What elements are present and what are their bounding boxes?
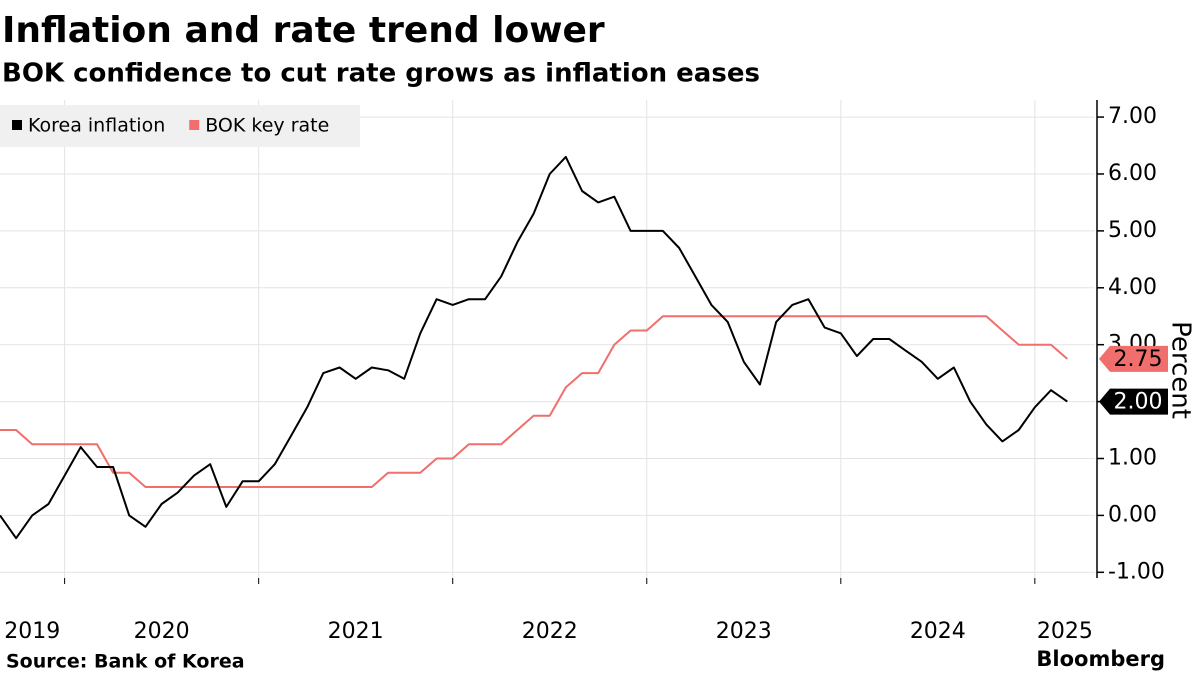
end-tag (1099, 345, 1168, 372)
brand: Bloomberg (1036, 647, 1165, 671)
chart-subtitle: BOK confidence to cut rate grows as infl… (2, 59, 760, 89)
y-tick-label: 0.00 (1108, 502, 1157, 527)
legend-label: Korea inflation (28, 115, 165, 137)
series-line (0, 155, 1068, 540)
y-tick-label: -1.00 (1108, 559, 1165, 584)
legend-background (0, 105, 360, 147)
y-tick-label: 7.00 (1108, 104, 1157, 129)
source: Source: Bank of Korea (6, 651, 245, 673)
end-label: 2.00 (1114, 390, 1163, 415)
y-axis-label: Percent (1166, 321, 1196, 419)
legend-swatch (12, 120, 22, 130)
series-line (0, 315, 1068, 488)
end-tag (1099, 388, 1168, 415)
x-tick-label: 2023 (716, 619, 772, 644)
chart-title: Inflation and rate trend lower (2, 10, 605, 51)
grid (0, 100, 1095, 578)
x-tick-label: 2024 (910, 619, 966, 644)
x-tick-label: 2020 (134, 619, 190, 644)
y-tick-label: 6.00 (1108, 161, 1157, 186)
x-tick-label: 2022 (522, 619, 578, 644)
y-tick-label: 5.00 (1108, 218, 1157, 243)
y-tick-label: 4.00 (1108, 275, 1157, 300)
x-tick-label: 2019 (4, 619, 60, 644)
legend-label: BOK key rate (205, 115, 329, 137)
legend: Korea inflation BOK key rate (0, 105, 360, 147)
end-label: 2.75 (1114, 347, 1163, 372)
x-tick-label: 2021 (328, 619, 384, 644)
legend-swatch (189, 120, 200, 130)
x-tick-label: 2025 (1037, 619, 1093, 644)
y-tick-label: 1.00 (1108, 446, 1157, 471)
